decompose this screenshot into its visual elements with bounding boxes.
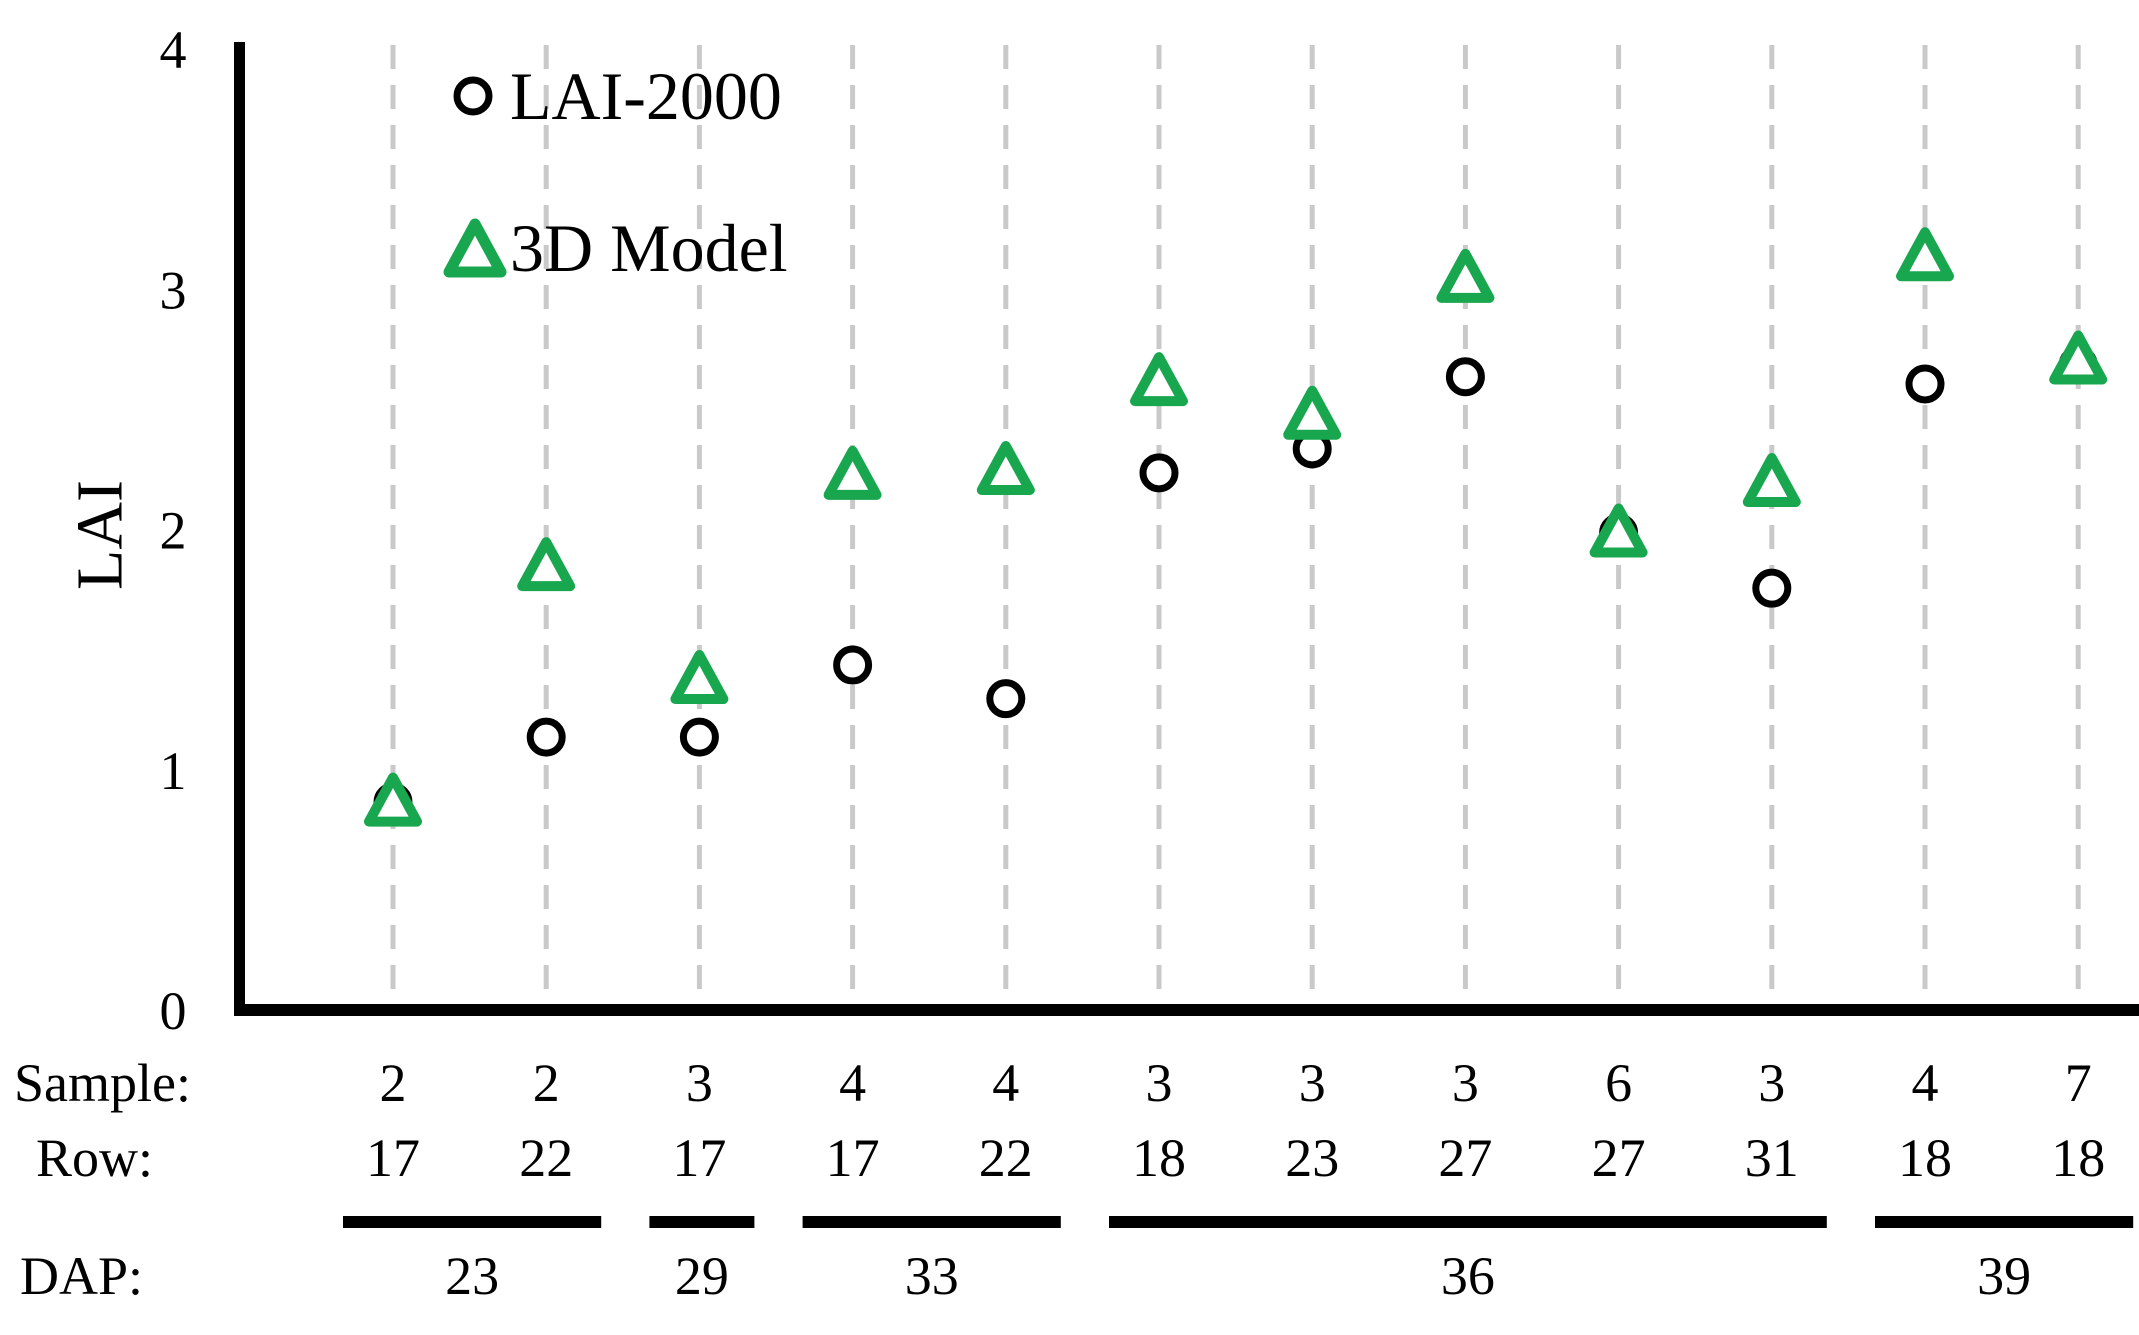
row-value: 18 <box>1132 1128 1186 1188</box>
dap-value: 29 <box>675 1246 729 1306</box>
y-tick-label: 0 <box>160 981 187 1041</box>
model3d-marker <box>1283 385 1342 440</box>
data-markers-layer <box>364 227 2108 827</box>
lai2000-marker <box>679 717 719 757</box>
dap-group-underline <box>343 1216 602 1228</box>
lai2000-marker <box>833 645 873 685</box>
model3d-marker <box>1589 503 1648 558</box>
y-tick-label: 1 <box>160 741 187 801</box>
row-header-label: Row: <box>36 1128 153 1188</box>
dap-group-underline <box>1875 1216 2134 1228</box>
model3d-marker <box>670 650 729 705</box>
lai2000-marker <box>1752 568 1792 608</box>
sample-value: 3 <box>1146 1053 1173 1113</box>
model3d-marker <box>517 537 576 592</box>
y-axis-line <box>234 42 245 1016</box>
dap-group-underlines <box>343 1216 2134 1228</box>
y-tick-label: 3 <box>160 260 187 320</box>
x-axis-line <box>234 1004 2139 1016</box>
lai2000-marker <box>1905 364 1945 404</box>
row-value: 18 <box>1898 1128 1952 1188</box>
dap-value: 23 <box>445 1246 499 1306</box>
row-value: 17 <box>826 1128 880 1188</box>
y-tick-label: 2 <box>160 501 187 561</box>
lai2000-marker <box>526 717 566 757</box>
sample-value: 4 <box>992 1053 1019 1113</box>
dap-value: 33 <box>905 1246 959 1306</box>
axes-layer <box>234 42 2139 1016</box>
sample-value: 3 <box>686 1053 713 1113</box>
model3d-marker <box>823 445 882 500</box>
model3d-marker <box>1896 227 1954 282</box>
sample-value: 7 <box>2065 1053 2092 1113</box>
row-value: 23 <box>1285 1128 1339 1188</box>
sample-values-row: 2 2 3 4 4 3 3 3 6 3 4 7 <box>380 1053 2092 1113</box>
dap-header-label: DAP: <box>20 1246 143 1306</box>
y-tick-label: 4 <box>160 20 187 80</box>
sample-header-label: Sample: <box>14 1053 191 1113</box>
model3d-marker <box>2049 330 2108 385</box>
sample-value: 2 <box>533 1053 560 1113</box>
legend-circle-icon <box>453 76 493 116</box>
dap-values-row: 23 29 33 36 39 <box>445 1246 2031 1306</box>
row-value: 31 <box>1745 1128 1799 1188</box>
model3d-marker <box>1130 352 1188 407</box>
row-value: 27 <box>1592 1128 1646 1188</box>
lai2000-marker <box>1139 453 1179 493</box>
dap-group-underline <box>1109 1216 1827 1228</box>
row-value: 22 <box>979 1128 1033 1188</box>
lai2000-marker <box>986 679 1026 719</box>
y-axis-title: LAI <box>64 480 137 590</box>
model3d-marker <box>1436 248 1495 303</box>
model3d-marker <box>364 772 422 827</box>
row-value: 22 <box>519 1128 573 1188</box>
sample-value: 2 <box>380 1053 407 1113</box>
row-values-row: 17 22 17 17 22 18 23 27 27 31 18 18 <box>366 1128 2105 1188</box>
sample-value: 3 <box>1452 1053 1479 1113</box>
row-value: 17 <box>672 1128 726 1188</box>
y-tick-labels: 0 1 2 3 4 <box>160 20 187 1041</box>
dap-value: 39 <box>1977 1246 2031 1306</box>
legend-triangle-icon <box>443 218 507 278</box>
dap-value: 36 <box>1441 1246 1495 1306</box>
legend-label: 3D Model <box>510 210 788 286</box>
row-value: 27 <box>1438 1128 1492 1188</box>
model3d-marker <box>1742 453 1801 508</box>
lai2000-marker <box>1445 357 1485 397</box>
row-value: 17 <box>366 1128 420 1188</box>
dap-group-underline <box>802 1216 1061 1228</box>
sample-value: 3 <box>1758 1053 1785 1113</box>
sample-value: 4 <box>839 1053 866 1113</box>
row-value: 18 <box>2051 1128 2105 1188</box>
sample-value: 3 <box>1299 1053 1326 1113</box>
legend-label: LAI-2000 <box>510 58 782 134</box>
gridlines-layer <box>390 45 2081 1005</box>
model3d-marker <box>976 441 1035 496</box>
legend: LAI-2000 3D Model <box>443 58 788 286</box>
sample-value: 4 <box>1912 1053 1939 1113</box>
dap-group-underline <box>649 1216 755 1228</box>
sample-value: 6 <box>1605 1053 1632 1113</box>
